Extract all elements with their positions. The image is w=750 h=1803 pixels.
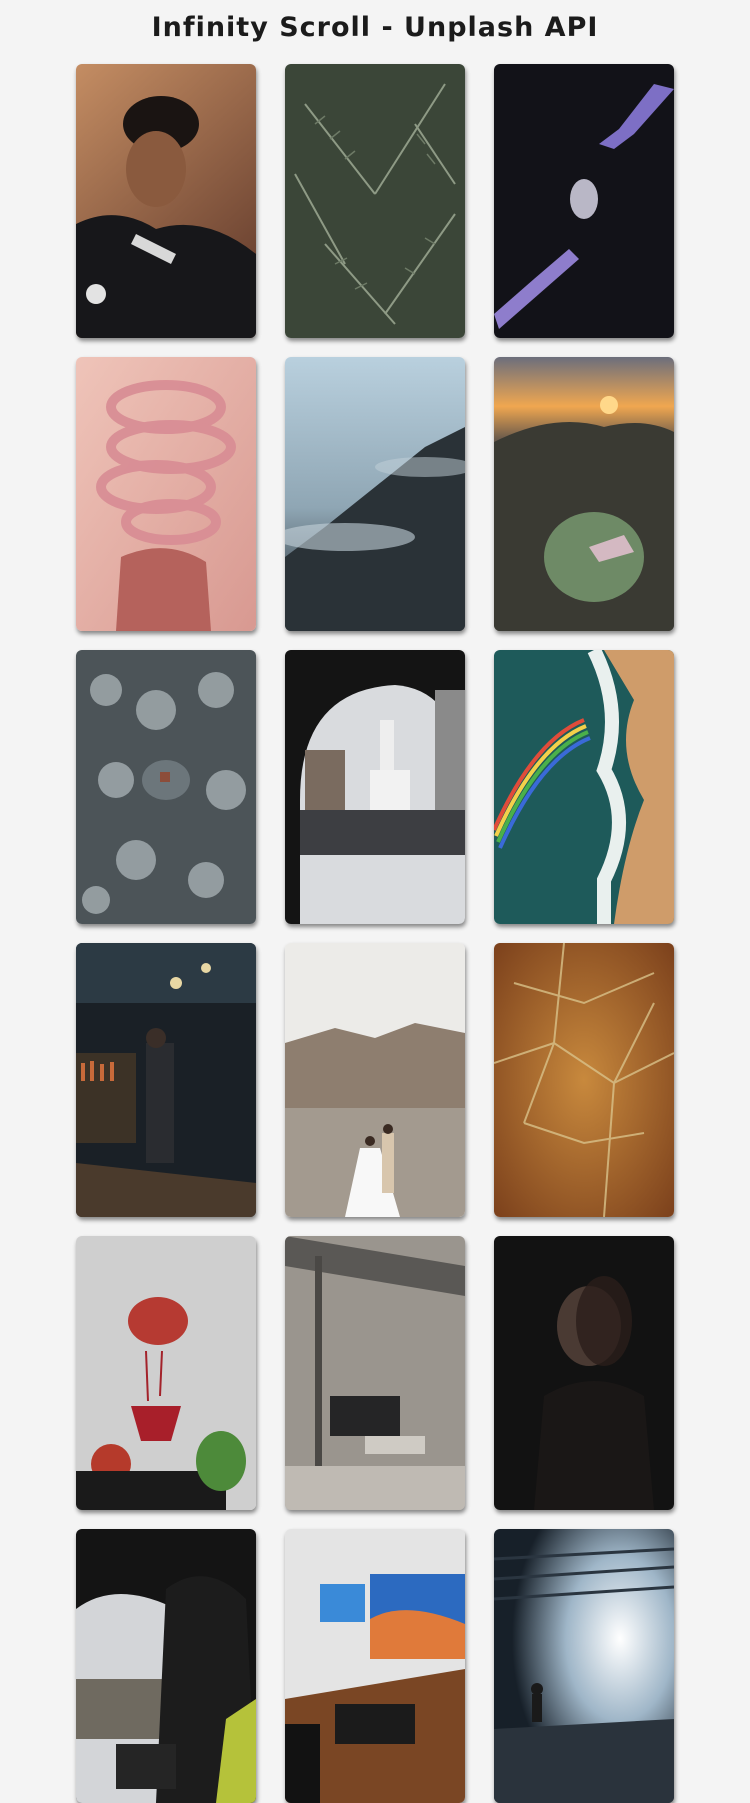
page-title: Infinity Scroll - Unplash API [151,12,599,43]
photo-blurred-portrait[interactable] [494,1236,674,1510]
photo-bar-interior[interactable] [76,943,256,1217]
photo-wedding-lake[interactable] [285,943,465,1217]
photo-pink-hose-sculpture[interactable] [76,357,256,631]
photo-woman-portrait[interactable] [76,64,256,338]
photo-concrete-patio[interactable] [285,1236,465,1510]
photo-desk-setup[interactable] [285,1529,465,1803]
photo-grid [0,55,750,1803]
photo-foggy-tunnel[interactable] [494,1529,674,1803]
photo-rainbow-beach-aerial[interactable] [494,650,674,924]
photo-snowy-forest-aerial[interactable] [76,650,256,924]
photo-leaf-macro[interactable] [494,943,674,1217]
photo-mountain-sunset[interactable] [494,357,674,631]
photo-arch-church-square[interactable] [285,650,465,924]
photo-fir-branches[interactable] [285,64,465,338]
photo-pomegranate[interactable] [76,1236,256,1510]
photo-misty-forest[interactable] [285,357,465,631]
photo-photographer-window[interactable] [76,1529,256,1803]
photo-robot-hands[interactable] [494,64,674,338]
